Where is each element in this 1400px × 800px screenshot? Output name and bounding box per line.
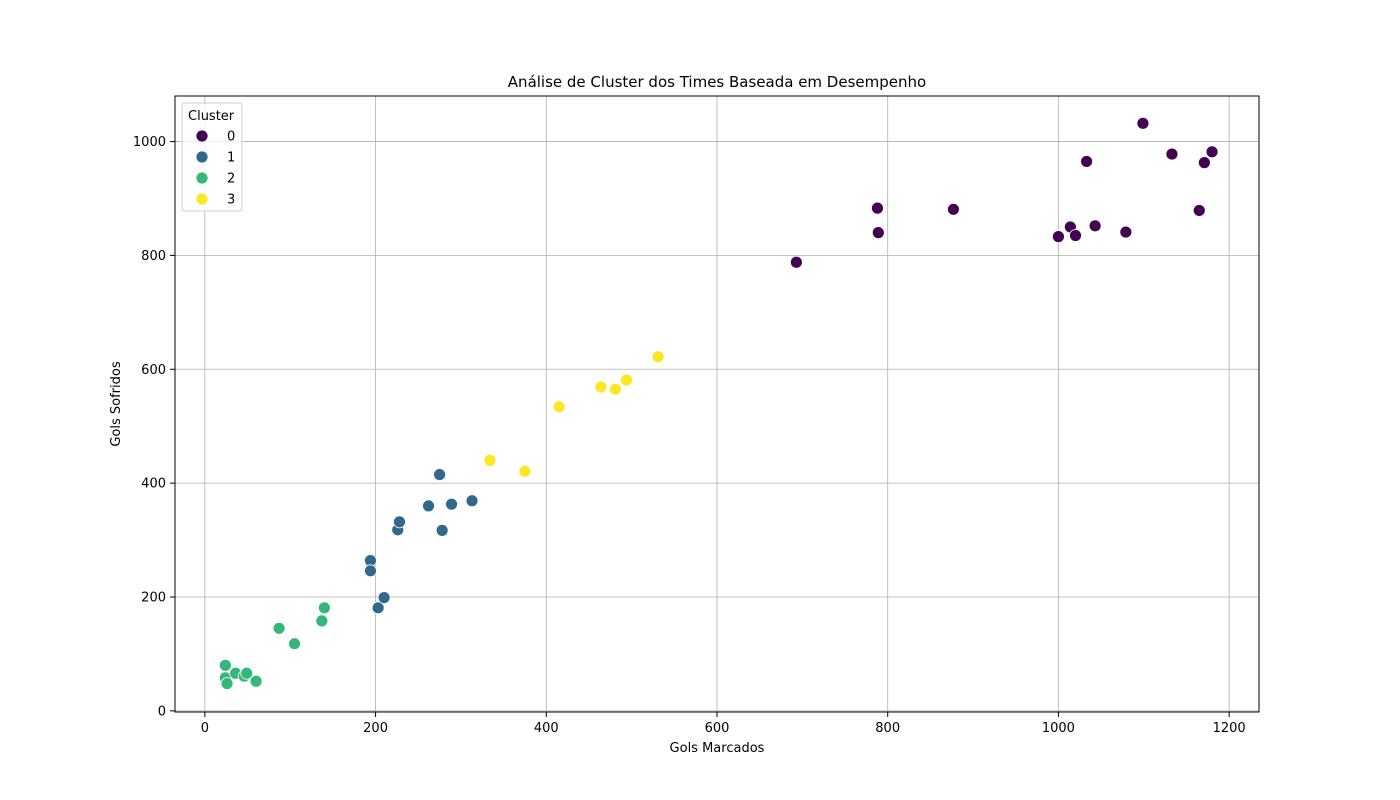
cluster-3-point xyxy=(651,350,665,364)
cluster-0-point xyxy=(1052,230,1065,244)
cluster-3-point xyxy=(594,380,608,394)
cluster-2-point xyxy=(315,614,329,628)
cluster-3-point xyxy=(620,373,633,387)
x-tick-label: 600 xyxy=(705,721,730,736)
legend-title: Cluster xyxy=(188,109,235,124)
cluster-1-point xyxy=(393,515,406,529)
legend: Cluster 0 1 2 3 xyxy=(181,102,243,212)
x-tick-label: 0 xyxy=(201,721,209,736)
cluster-3-point xyxy=(483,453,497,467)
y-tick-label: 0 xyxy=(158,704,166,719)
cluster-2-point xyxy=(288,637,301,651)
cluster-2-point xyxy=(272,621,286,635)
cluster-0-point xyxy=(1088,219,1102,233)
cluster-0-point xyxy=(871,201,884,215)
x-tick-label: 800 xyxy=(875,721,900,736)
y-tick-label: 1000 xyxy=(133,135,166,150)
cluster-1-point xyxy=(377,591,391,604)
legend-label-cluster-0: 0 xyxy=(227,130,235,145)
y-axis-label: Gols Sofridos xyxy=(109,361,124,446)
cluster-1-point xyxy=(422,499,435,513)
legend-label-cluster-1: 1 xyxy=(227,151,235,166)
legend-label-cluster-3: 3 xyxy=(227,193,235,208)
cluster-0-point xyxy=(1165,147,1179,161)
legend-marker-cluster-3 xyxy=(195,192,209,206)
cluster-2-point xyxy=(220,677,234,690)
x-tick-label: 1000 xyxy=(1042,721,1075,736)
grid-lines xyxy=(175,96,1259,712)
cluster-1-point xyxy=(435,523,449,537)
x-tick-label: 400 xyxy=(534,721,559,736)
cluster-0-point xyxy=(947,202,960,216)
cluster-0-point xyxy=(1136,116,1150,130)
cluster-3-point xyxy=(609,382,622,396)
x-tick-label: 200 xyxy=(363,721,388,736)
legend-marker-cluster-0 xyxy=(195,129,209,143)
y-tick-label: 800 xyxy=(141,249,166,264)
legend-box xyxy=(181,102,243,212)
y-tick-label: 600 xyxy=(141,363,166,378)
cluster-3-point xyxy=(518,464,532,478)
cluster-2-point xyxy=(317,601,331,615)
cluster-1-point xyxy=(445,497,458,511)
cluster-1-point xyxy=(465,494,479,508)
data-points xyxy=(218,116,1219,690)
cluster-3-point xyxy=(552,400,566,414)
x-axis-label: Gols Marcados xyxy=(670,741,765,756)
cluster-0-point xyxy=(1080,155,1093,168)
legend-marker-cluster-1 xyxy=(195,150,209,164)
x-tick-label: 1200 xyxy=(1213,721,1246,736)
cluster-2-point xyxy=(218,658,232,672)
y-tick-label: 400 xyxy=(141,477,166,492)
cluster-0-point xyxy=(789,255,803,269)
cluster-0-point xyxy=(1197,156,1211,170)
legend-marker-cluster-2 xyxy=(195,171,209,185)
cluster-1-point xyxy=(433,468,446,481)
legend-label-cluster-2: 2 xyxy=(227,172,235,187)
chart-title: Análise de Cluster dos Times Baseada em … xyxy=(508,73,926,91)
cluster-0-point xyxy=(1119,225,1133,239)
y-tick-label: 200 xyxy=(141,590,166,605)
cluster-0-point xyxy=(1069,229,1082,242)
cluster-0-point xyxy=(871,226,885,240)
cluster-0-point xyxy=(1192,204,1206,217)
cluster-1-point xyxy=(371,601,385,615)
cluster-1-point xyxy=(364,564,377,578)
axis-ticks: 0 200 400 600 800 1000 1200 0 200 400 600 800 1000 xyxy=(133,135,1246,736)
cluster-2-point xyxy=(240,666,254,680)
cluster-2-point xyxy=(249,674,263,688)
cluster-0-point xyxy=(1205,145,1219,159)
